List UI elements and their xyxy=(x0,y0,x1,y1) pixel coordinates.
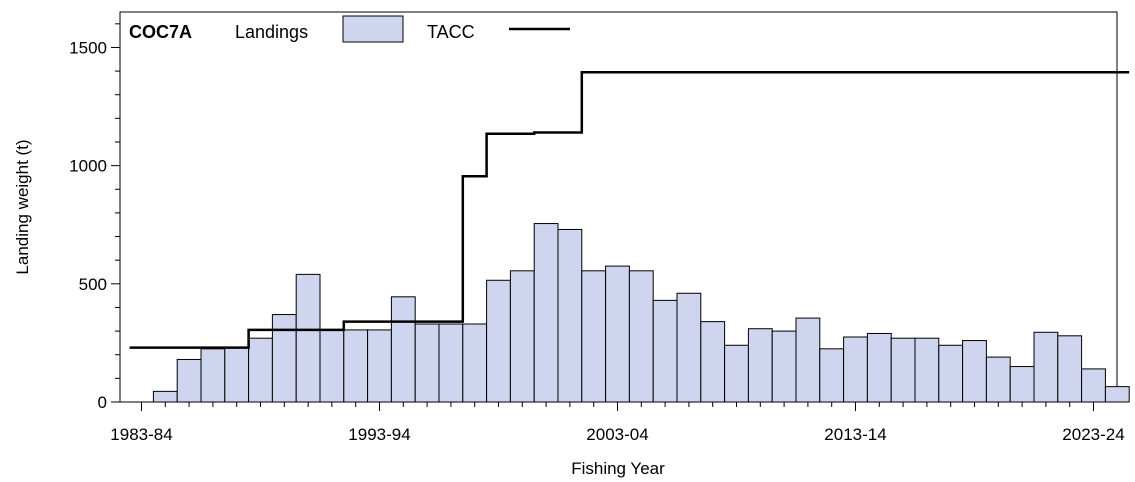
x-tick-label-1983-84: 1983-84 xyxy=(110,425,172,444)
landings-bar-1984-85 xyxy=(152,390,178,403)
landings-bar-1988-89 xyxy=(248,337,273,403)
landings-bar-1992-93 xyxy=(343,329,369,403)
landings-bar-2004-05 xyxy=(628,270,654,403)
landings-bar-2003-04 xyxy=(605,265,630,403)
x-axis-label: Fishing Year xyxy=(571,459,665,478)
landings-bar-2021-22 xyxy=(1033,331,1059,403)
landings-bar-2009-10 xyxy=(747,328,773,403)
landings-bar-2007-08 xyxy=(700,321,726,403)
x-tick-label-1993-94: 1993-94 xyxy=(348,425,410,444)
landings-bar-1987-88 xyxy=(224,347,250,403)
legend-landings-swatch xyxy=(342,15,404,43)
landings-bar-2018-19 xyxy=(962,340,987,403)
landings-bar-1998-99 xyxy=(486,279,511,403)
landings-bar-1986-87 xyxy=(200,348,226,403)
landings-bar-2006-07 xyxy=(676,292,702,403)
landings-bar-2015-16 xyxy=(890,337,916,403)
x-tick-label-2013-14: 2013-14 xyxy=(824,425,886,444)
landings-bar-undefined xyxy=(1104,386,1130,403)
landings-bar-1989-90 xyxy=(271,314,297,403)
y-tick-label-500: 500 xyxy=(79,275,107,294)
landings-bar-2002-03 xyxy=(581,270,607,403)
y-tick-label-1000: 1000 xyxy=(69,157,107,176)
landings-bar-1999-00 xyxy=(509,270,535,403)
landings-bar-2000-01 xyxy=(533,223,559,403)
y-tick-label-1500: 1500 xyxy=(69,38,107,57)
x-tick-label-2003-04: 2003-04 xyxy=(586,425,648,444)
landings-bars xyxy=(152,223,1130,403)
landings-bar-2019-20 xyxy=(985,356,1011,403)
tacc-line xyxy=(129,71,1130,349)
landings-bar-2013-14 xyxy=(843,336,868,403)
landings-bar-1993-94 xyxy=(367,329,392,403)
legend-landings-label: Landings xyxy=(235,22,308,42)
landings-bar-1995-96 xyxy=(414,323,440,403)
landings-bar-2005-06 xyxy=(652,299,678,403)
panel-label: COC7A xyxy=(129,22,192,42)
legend: COC7A Landings TACC xyxy=(129,15,570,43)
landings-bar-1991-92 xyxy=(319,329,345,403)
landings-bar-2001-02 xyxy=(557,228,583,403)
landings-bar-2016-17 xyxy=(914,337,940,403)
landings-bar-1994-95 xyxy=(390,296,416,403)
landings-bar-2014-15 xyxy=(866,332,892,403)
landings-bar-2008-09 xyxy=(724,344,749,403)
landings-bar-1990-91 xyxy=(295,273,321,403)
x-axis: 1983-84 1993-94 2003-04 2013-14 2023-24 xyxy=(110,402,1125,444)
landings-bar-1985-86 xyxy=(176,358,202,403)
y-axis: 0 500 1000 1500 xyxy=(69,23,120,412)
landings-bar-2011-12 xyxy=(795,317,821,403)
landings-bar-1996-97 xyxy=(438,323,464,403)
landings-bar-2020-21 xyxy=(1009,366,1035,403)
landings-bar-2022-23 xyxy=(1057,335,1083,403)
landings-bar-2012-13 xyxy=(819,348,845,403)
landings-bar-2017-18 xyxy=(938,344,964,403)
x-tick-label-2023-24: 2023-24 xyxy=(1062,425,1124,444)
legend-tacc-label: TACC xyxy=(427,22,475,42)
landings-bar-1997-98 xyxy=(462,323,488,403)
landings-bar-2010-11 xyxy=(771,330,797,403)
y-axis-label: Landing weight (t) xyxy=(13,139,32,274)
y-tick-label-0: 0 xyxy=(98,393,107,412)
landings-bar-2023-24 xyxy=(1081,368,1106,403)
